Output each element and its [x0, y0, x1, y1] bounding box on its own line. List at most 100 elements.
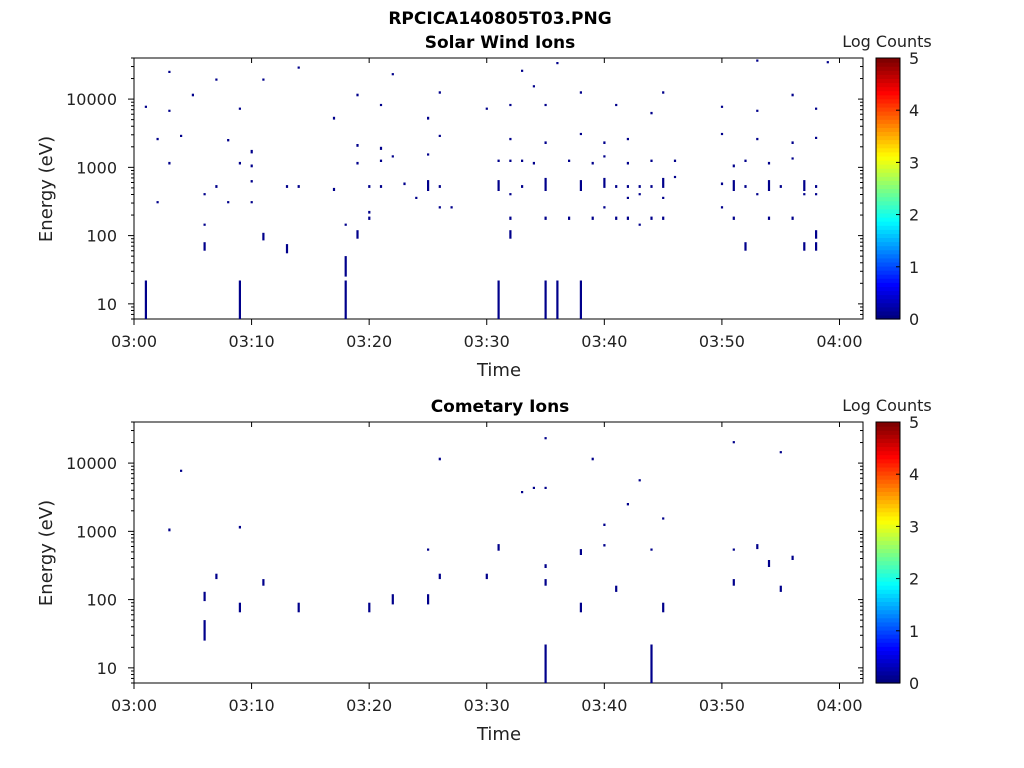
data-point	[156, 201, 159, 204]
data-point	[438, 91, 441, 94]
colorbar-swatch	[876, 658, 900, 664]
colorbar-swatch	[876, 62, 900, 67]
colorbar-swatch	[876, 511, 900, 517]
colorbar-swatch	[876, 515, 900, 521]
colorbar-swatch	[876, 58, 900, 63]
colorbar-swatch	[876, 446, 900, 452]
y-tick-label: 100	[86, 227, 117, 246]
colorbar-swatch	[876, 674, 900, 680]
data-point	[544, 486, 547, 489]
data-point	[544, 216, 547, 220]
data-point	[227, 139, 230, 142]
data-point	[756, 137, 759, 141]
colorbar-swatch	[876, 662, 900, 668]
data-point	[203, 193, 206, 196]
data-point	[791, 555, 794, 560]
colorbar-swatch	[876, 200, 900, 206]
colorbar-swatch	[876, 233, 900, 239]
data-point	[203, 620, 206, 641]
data-point	[485, 573, 488, 580]
data-point	[238, 602, 241, 613]
data-point	[767, 216, 771, 220]
colorbar-swatch	[876, 678, 900, 684]
data-point	[250, 164, 253, 168]
data-point	[744, 159, 747, 162]
data-point	[826, 61, 829, 64]
colorbar-tick-label: 0	[909, 310, 919, 329]
colorbar-swatch	[876, 135, 900, 141]
colorbar-swatch	[876, 131, 900, 137]
data-point	[144, 105, 147, 108]
colorbar-swatch	[876, 634, 900, 639]
data-point	[626, 503, 629, 506]
colorbar-swatch	[876, 217, 900, 222]
colorbar-swatch	[876, 613, 900, 619]
data-point	[779, 451, 782, 454]
colorbar-swatch	[876, 78, 900, 84]
data-point	[379, 146, 383, 150]
colorbar-swatch	[876, 536, 900, 541]
data-point	[662, 517, 665, 520]
data-point	[427, 594, 430, 605]
colorbar-swatch	[876, 556, 900, 562]
colorbar-swatch	[876, 454, 900, 460]
colorbar-swatch	[876, 564, 900, 570]
data-point	[568, 159, 571, 162]
data-point	[509, 230, 512, 239]
data-point	[521, 69, 524, 72]
data-point	[603, 206, 606, 209]
data-point	[662, 177, 665, 188]
colorbar-swatch	[876, 282, 900, 287]
colorbar-swatch	[876, 670, 900, 676]
data-point	[579, 91, 582, 94]
data-point	[579, 549, 582, 555]
data-point	[544, 437, 547, 440]
colorbar-swatch	[876, 617, 900, 623]
colorbar-swatch	[876, 544, 900, 550]
colorbar-swatch	[876, 438, 900, 443]
data-point	[438, 134, 441, 137]
colorbar-swatch	[876, 82, 900, 88]
colorbar-swatch	[876, 245, 900, 251]
data-point	[203, 223, 206, 226]
data-point	[803, 180, 806, 191]
x-tick-label: 03:30	[464, 696, 510, 715]
data-point	[720, 132, 724, 136]
data-point	[156, 137, 159, 141]
x-tick-label: 03:40	[581, 696, 627, 715]
plot-area	[133, 421, 864, 684]
figure-title: RPCICA140805T03.PNG	[388, 9, 611, 29]
colorbar-swatch	[876, 560, 900, 566]
data-point	[638, 223, 641, 226]
data-point	[638, 193, 641, 196]
colorbar-swatch	[876, 450, 900, 456]
colorbar-swatch	[876, 241, 900, 247]
x-tick-label: 03:40	[581, 332, 627, 351]
data-point	[438, 573, 441, 580]
data-point	[168, 528, 171, 532]
colorbar: 0 1 2 3 4 5	[875, 49, 919, 329]
colorbar-swatch	[876, 483, 900, 488]
y-tick-label: 1000	[76, 522, 117, 541]
colorbar-swatch	[876, 237, 900, 243]
data-point	[391, 594, 394, 605]
data-point	[767, 180, 771, 191]
colorbar-swatch	[876, 151, 900, 157]
data-point	[203, 591, 206, 602]
panel-title: Solar Wind Ions	[425, 33, 576, 53]
data-point	[250, 180, 253, 183]
data-point	[356, 144, 359, 147]
data-point	[544, 141, 547, 144]
colorbar-swatch	[876, 605, 900, 611]
data-point	[203, 242, 206, 251]
data-point	[227, 201, 230, 204]
data-point	[356, 230, 359, 239]
data-point	[356, 93, 359, 97]
data-point	[544, 644, 547, 683]
colorbar-swatch	[876, 298, 900, 304]
x-axis: 03:00 03:10 03:20 03:30 03:40 03:50 04:00	[111, 422, 863, 715]
data-point	[344, 280, 347, 319]
y-axis: 10 100 1000 10000	[66, 421, 863, 684]
data-point	[168, 70, 171, 73]
x-tick-label: 03:20	[346, 696, 392, 715]
